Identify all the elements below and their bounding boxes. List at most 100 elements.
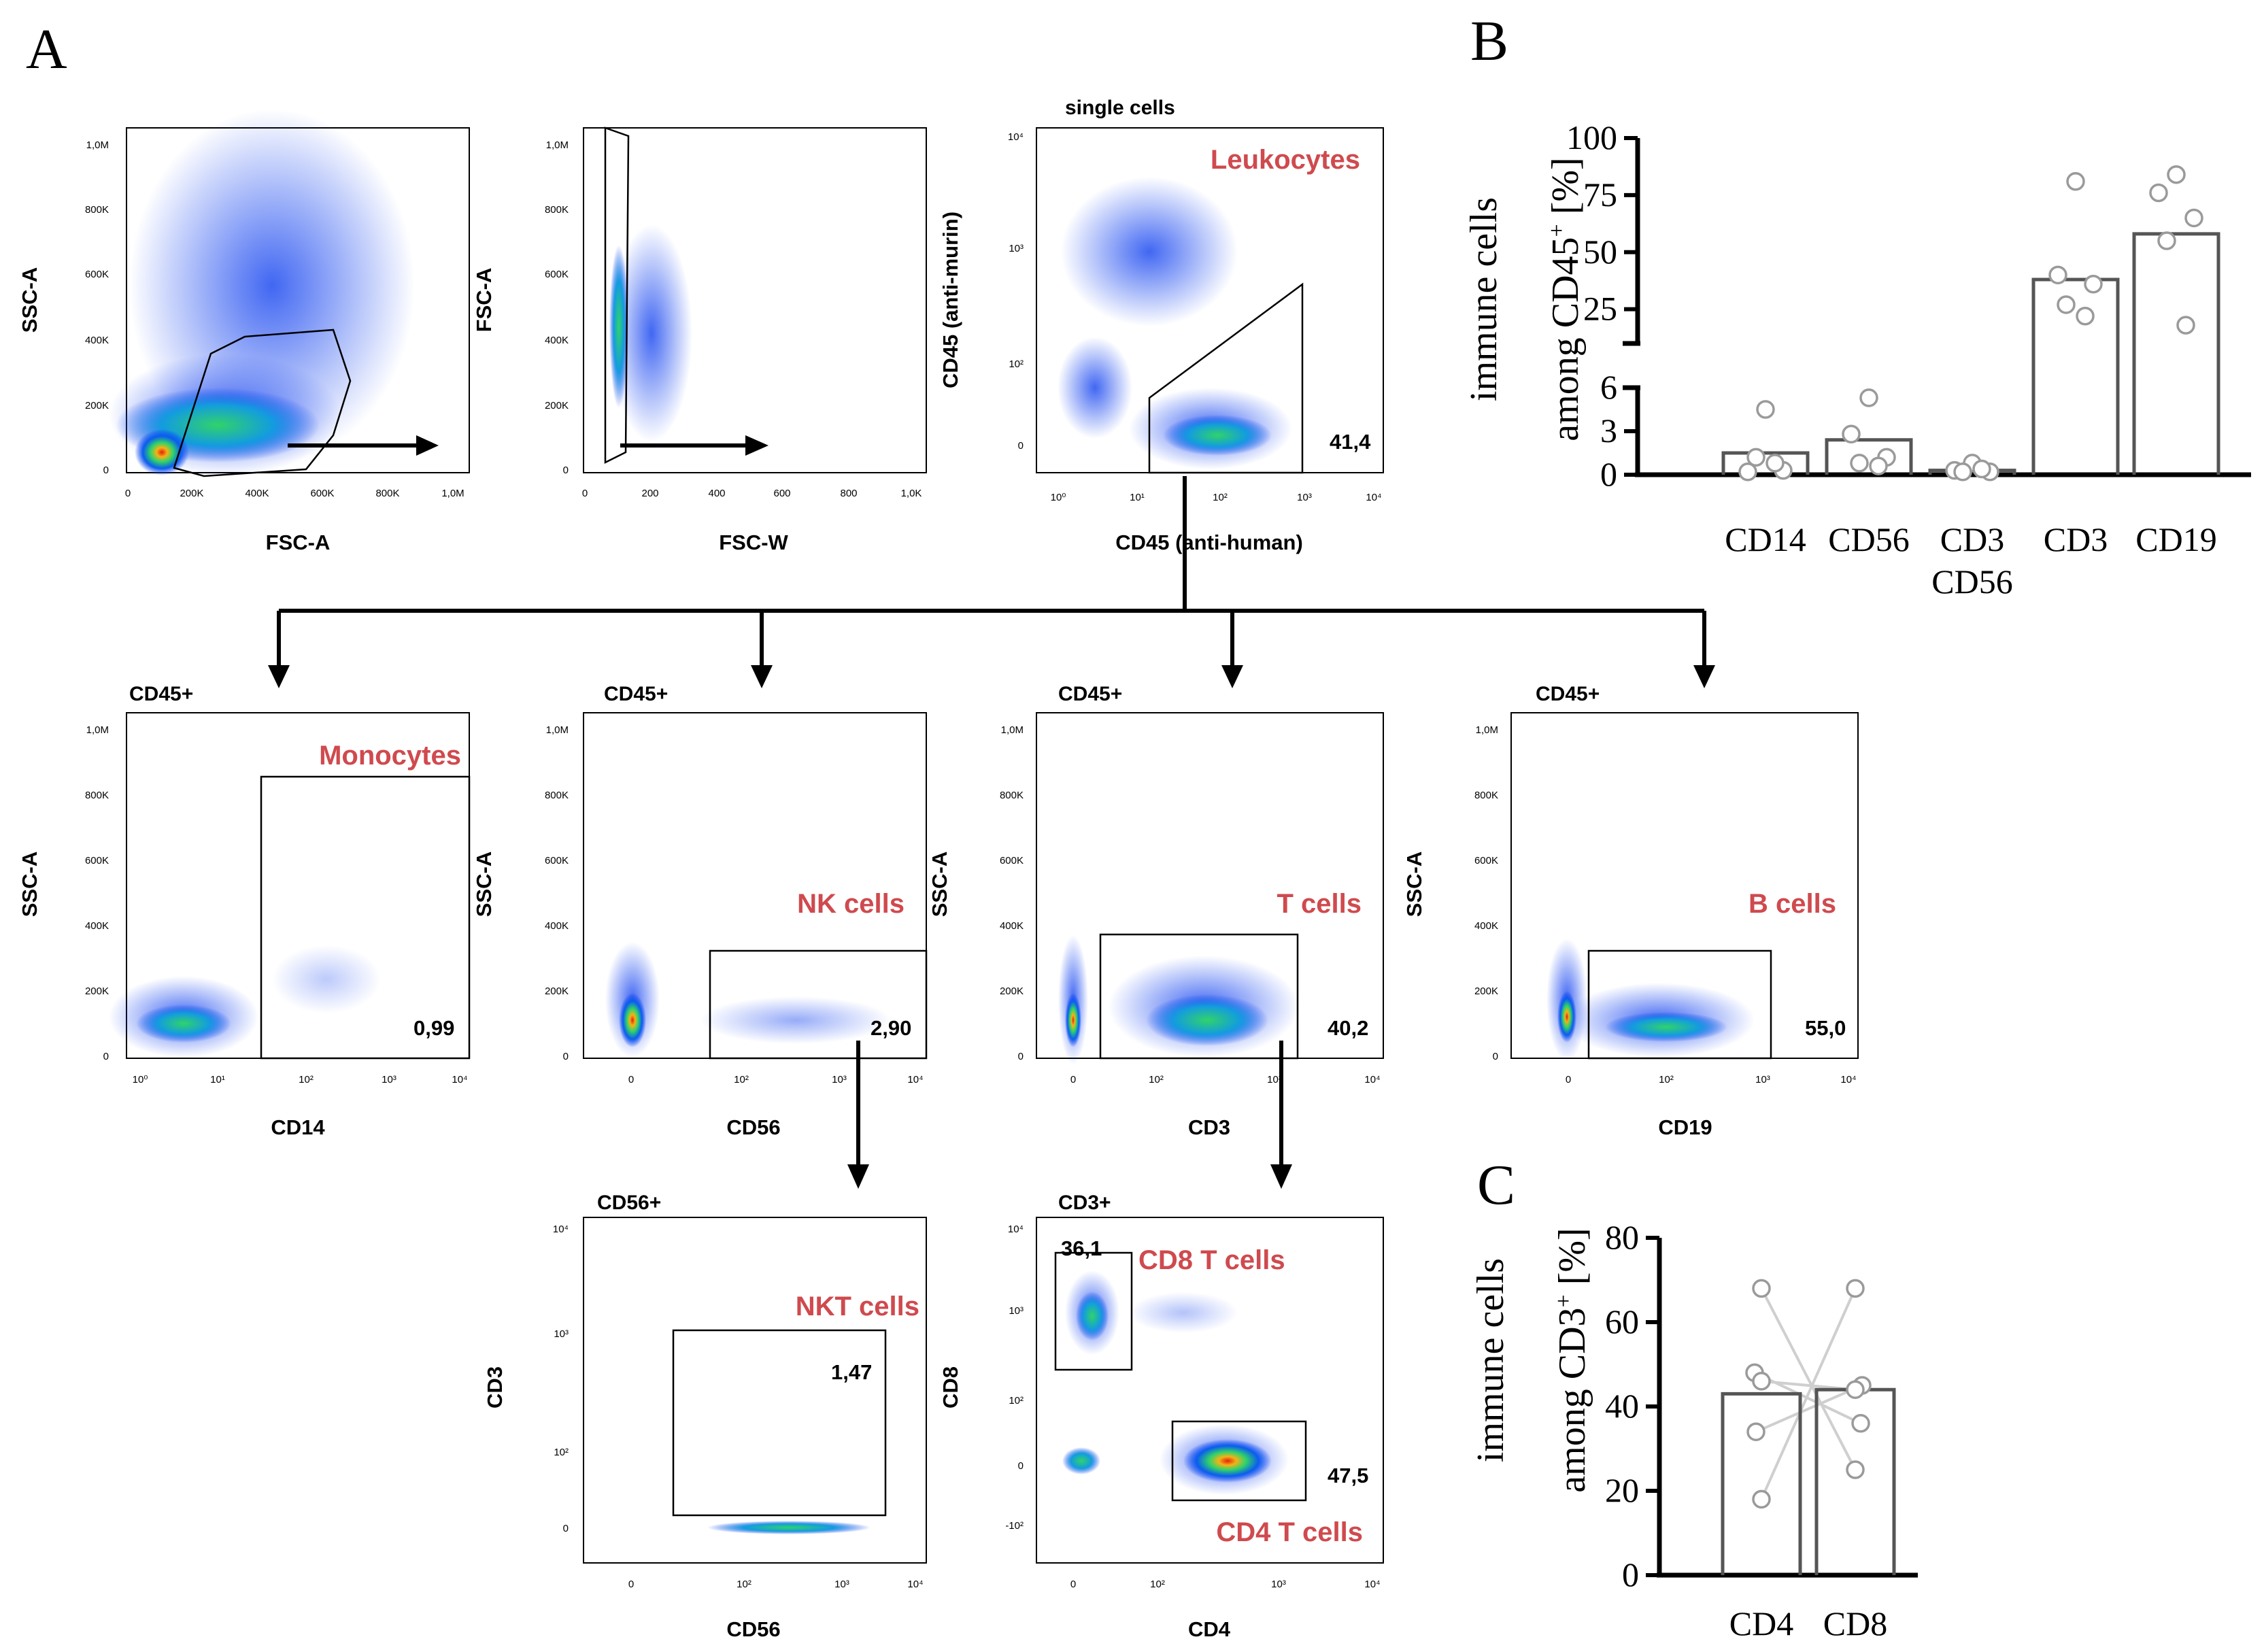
x-tick: 10² bbox=[734, 1074, 749, 1085]
x-tick: 10² bbox=[299, 1074, 314, 1085]
gate-percentage: 0,99 bbox=[413, 1016, 454, 1040]
x-tick-label: CD56 bbox=[1931, 562, 2012, 601]
y-axis-label: CD45 (anti-murin) bbox=[939, 212, 962, 388]
data-point bbox=[2176, 316, 2195, 335]
x-tick: 10⁴ bbox=[1364, 1579, 1380, 1590]
y-tick: 1,0M bbox=[546, 724, 569, 736]
y-axis-label: FSC-A bbox=[472, 268, 496, 333]
x-tick: 10⁴ bbox=[1840, 1074, 1856, 1085]
x-tick: 0 bbox=[628, 1579, 634, 1590]
y-axis-label: SSC-A bbox=[18, 267, 41, 333]
x-tick: 400 bbox=[708, 488, 725, 499]
data-point bbox=[2157, 231, 2176, 250]
y-tick: 1,0M bbox=[86, 139, 109, 151]
y-tick: 1,0M bbox=[86, 724, 109, 736]
x-tick: 10³ bbox=[1755, 1074, 1770, 1085]
data-point bbox=[2184, 208, 2203, 228]
x-tick: 10¹ bbox=[1130, 492, 1145, 503]
y-tick-label: 100 bbox=[1566, 118, 1617, 156]
x-axis-label: CD3 bbox=[1188, 1115, 1230, 1139]
gate-rectangle bbox=[672, 1329, 887, 1517]
plot-title: CD45+ bbox=[129, 683, 193, 705]
y-axis-label: SSC-A bbox=[928, 852, 951, 917]
y-tick: 10² bbox=[1009, 1395, 1024, 1406]
data-point bbox=[1765, 454, 1785, 473]
gate-percentage: 41,4 bbox=[1330, 430, 1371, 454]
x-ticks: 0 10² 10³ 10⁴ bbox=[1070, 1579, 1381, 1590]
y-tick: 800K bbox=[85, 204, 109, 216]
gate-polygon bbox=[1148, 282, 1304, 474]
gate-percentage-cd8: 36,1 bbox=[1061, 1236, 1102, 1260]
x-tick: 10³ bbox=[1297, 492, 1312, 503]
x-ticks: 0 10² 10³ 10⁴ bbox=[628, 1579, 924, 1590]
plot-title: CD45+ bbox=[1536, 683, 1600, 705]
y-tick: 400K bbox=[85, 920, 109, 932]
x-tick-label: CD3 bbox=[1940, 520, 2004, 558]
y-tick-label: 50 bbox=[1583, 233, 1617, 271]
x-axis-label: CD56 bbox=[726, 1617, 780, 1641]
x-tick: 200 bbox=[641, 488, 658, 499]
plot-cd19: CD45+ B cells 55,0 CD19 SSC-A 1,0M 800K … bbox=[1402, 683, 1859, 1139]
x-tick: 0 bbox=[1566, 1074, 1571, 1085]
y-tick-label: 20 bbox=[1605, 1471, 1639, 1509]
data-point bbox=[2066, 172, 2085, 191]
x-ticks: 0 200K 400K 600K 800K 1,0M bbox=[125, 488, 464, 499]
y-tick: 800K bbox=[545, 790, 569, 801]
y-tick: 400K bbox=[1000, 920, 1024, 932]
x-tick-label: CD14 bbox=[1725, 520, 1806, 558]
x-tick: 10² bbox=[1659, 1074, 1674, 1085]
x-ticks: 0 10² 10³ 10⁴ bbox=[1070, 1074, 1381, 1085]
y-tick-label: 0 bbox=[1600, 455, 1617, 493]
plot-cd3: CD45+ T cells 40,2 CD3 SSC-A 1,0M 800K 6… bbox=[928, 683, 1384, 1139]
y-tick: 1,0M bbox=[1001, 724, 1024, 736]
x-tick: 10² bbox=[1150, 1579, 1165, 1590]
y-tick-label: 60 bbox=[1605, 1302, 1639, 1341]
gate-rectangle bbox=[1099, 933, 1299, 1060]
x-tick: 10³ bbox=[832, 1074, 847, 1085]
bar-chart-b: immune cells among CD45+ [%] 0 3 6 25 50 75 10… bbox=[1463, 118, 2251, 601]
gate-percentage-cd4: 47,5 bbox=[1328, 1464, 1368, 1487]
y-ticks: 1,0M 800K 600K 400K 200K 0 bbox=[545, 724, 569, 1062]
y-ticks: 10⁴ 10³ 10² 0 -10² bbox=[1005, 1224, 1024, 1532]
population-label: T cells bbox=[1277, 889, 1362, 919]
y-tick: 400K bbox=[545, 920, 569, 932]
y-tick: 0 bbox=[563, 1051, 569, 1062]
population-label: NK cells bbox=[797, 889, 905, 919]
y-tick: 10³ bbox=[1009, 1305, 1024, 1317]
y-tick: 400K bbox=[1474, 920, 1498, 932]
x-ticks: 0 200 400 600 800 1,0K bbox=[582, 488, 922, 499]
data-point bbox=[1851, 1414, 1870, 1433]
y-tick: 0 bbox=[563, 465, 569, 476]
y-tick: 600K bbox=[85, 269, 109, 280]
x-tick: 0 bbox=[125, 488, 131, 499]
y-axis-title-line1: immune cells bbox=[1463, 197, 1505, 401]
plot-title: CD3+ bbox=[1058, 1192, 1111, 1214]
data-point bbox=[1842, 424, 1861, 444]
gating-flow-arrows-lower bbox=[847, 1041, 1292, 1189]
y-tick: 800K bbox=[1000, 790, 1024, 801]
gate-polygon bbox=[604, 127, 630, 465]
data-point bbox=[1752, 1372, 1771, 1391]
y-tick: 10² bbox=[554, 1447, 569, 1458]
plot-cd14: CD45+ Monocytes 0,99 CD14 SSC-A 1,0M 800… bbox=[18, 683, 471, 1139]
y-tick: 800K bbox=[545, 204, 569, 216]
y-tick-label: 6 bbox=[1600, 368, 1617, 406]
y-axis-title-line1: immune cells bbox=[1470, 1258, 1512, 1462]
y-tick: 400K bbox=[545, 335, 569, 346]
y-tick: 0 bbox=[1493, 1051, 1498, 1062]
plot-cd4cd8: CD3+ CD8 T cells CD4 T cells 36,1 47,5 C… bbox=[939, 1192, 1384, 1641]
y-tick: 10⁴ bbox=[553, 1224, 569, 1235]
y-axis-label: CD8 bbox=[939, 1366, 962, 1409]
x-tick: 10⁰ bbox=[133, 1074, 148, 1085]
x-tick: 10⁴ bbox=[452, 1074, 467, 1085]
x-tick: 1,0M bbox=[441, 488, 464, 499]
y-axis-title: immune cells among CD45+ [%] bbox=[1463, 157, 1587, 441]
y-tick: 10³ bbox=[554, 1328, 569, 1340]
data-point bbox=[1746, 1422, 1765, 1441]
gate-rectangle bbox=[709, 949, 928, 1060]
y-axis-label: CD3 bbox=[483, 1366, 507, 1409]
y-tick: 200K bbox=[1474, 985, 1498, 997]
x-tick: 10² bbox=[1149, 1074, 1164, 1085]
data-point bbox=[1869, 456, 1888, 475]
